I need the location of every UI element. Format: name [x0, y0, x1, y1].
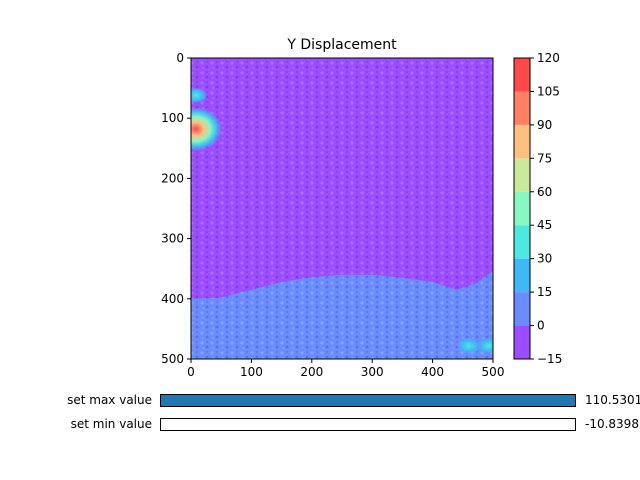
colorbar-tick-label: 30 — [537, 252, 552, 266]
hotspot-4 — [476, 337, 493, 354]
colorbar-band — [514, 191, 530, 226]
x-tick-label: 400 — [421, 365, 444, 379]
colorbar-tick-label: 90 — [537, 118, 552, 132]
y-tick-label: 100 — [161, 111, 184, 125]
colorbar-tick-label: 60 — [537, 185, 552, 199]
y-tick-label: 0 — [176, 51, 184, 65]
colorbar-tick-label: −15 — [537, 352, 562, 366]
y-tick-label: 200 — [161, 171, 184, 185]
slider-fill — [161, 395, 575, 406]
x-tick-label: 0 — [187, 365, 195, 379]
x-tick-label: 200 — [300, 365, 323, 379]
colorbar-band — [514, 325, 530, 359]
max-value-slider[interactable] — [160, 394, 576, 407]
hotspot-1 — [191, 107, 222, 152]
slider-value: -10.8398 — [585, 417, 639, 431]
heatmap-plot — [190, 57, 494, 360]
colorbar-band — [514, 158, 530, 192]
y-tick-label: 500 — [161, 352, 184, 366]
chart-title: Y Displacement — [286, 37, 397, 53]
slider-value: 110.5301 — [585, 393, 640, 407]
hotspot-3 — [456, 337, 481, 354]
plot-area — [191, 58, 493, 359]
colorbar-band — [514, 225, 530, 259]
slider-label: set min value — [70, 417, 152, 431]
colorbar-tick-label: 75 — [537, 151, 552, 165]
colorbar-tick-label: 105 — [537, 84, 560, 98]
colorbar-frame — [513, 57, 531, 360]
colorbar-band — [514, 292, 530, 326]
x-tick-label: 300 — [361, 365, 384, 379]
texture-overlay — [191, 58, 493, 359]
x-tick-label: 100 — [240, 365, 263, 379]
colorbar-band — [514, 91, 530, 125]
min-value-slider[interactable] — [160, 418, 576, 431]
colorbar-band — [514, 124, 530, 159]
slider-label: set max value — [67, 393, 152, 407]
colorbar: −15 0 15 30 45 60 75 90 105 120 — [513, 51, 562, 366]
x-axis: 0 100 200 300 400 500 — [187, 359, 504, 379]
colorbar-tick-label: 0 — [537, 319, 545, 333]
colorbar-band — [514, 58, 530, 92]
plot-frame — [190, 57, 494, 360]
x-tick-label: 500 — [482, 365, 505, 379]
y-tick-label: 300 — [161, 232, 184, 246]
y-tick-label: 400 — [161, 292, 184, 306]
colorbar-tick-label: 45 — [537, 218, 552, 232]
hotspot-2 — [191, 87, 208, 104]
colorbar-tick-label: 120 — [537, 51, 560, 65]
y-axis: 0 100 200 300 400 500 — [161, 51, 191, 366]
colorbar-tick-label: 15 — [537, 285, 552, 299]
colorbar-band — [514, 258, 530, 293]
